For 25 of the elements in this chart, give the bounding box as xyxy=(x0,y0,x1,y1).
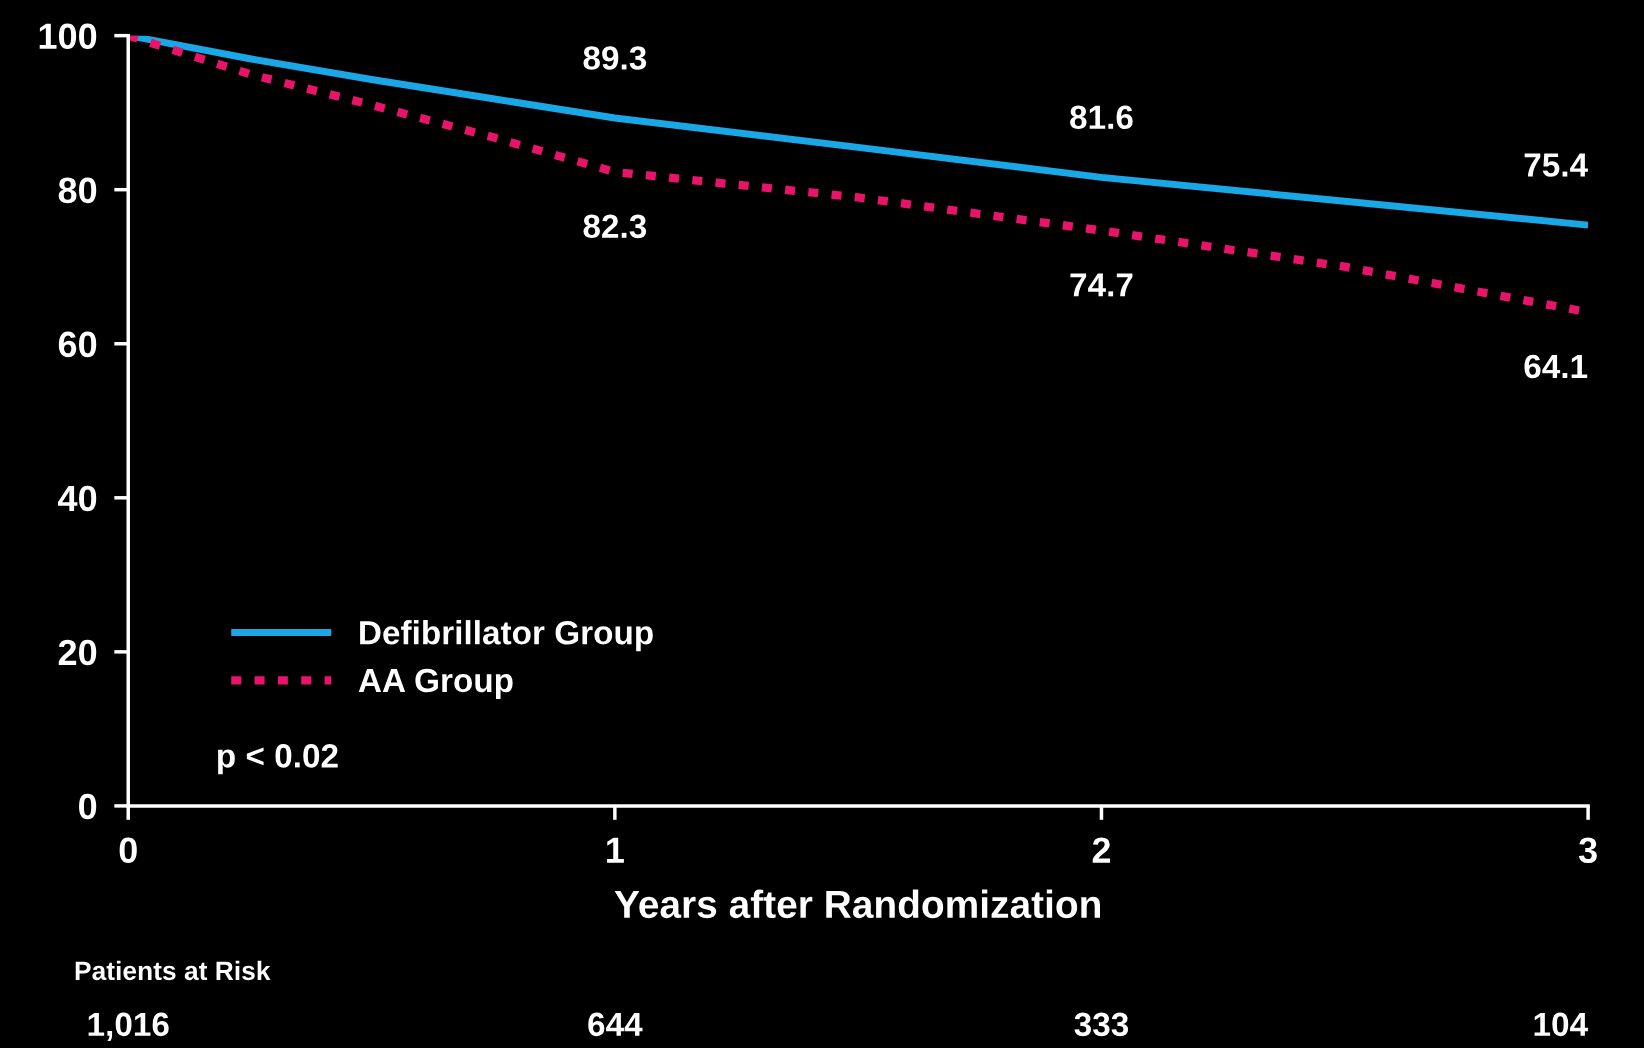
text: Patients at Risk xyxy=(75,960,271,981)
x-axis-title: Years after Randomization xyxy=(614,889,1100,919)
legend-label: Defibrillator Group xyxy=(360,620,653,652)
data-label: 89.3 xyxy=(583,46,647,70)
x-tick-label: 1 xyxy=(607,837,624,863)
text: 644 xyxy=(588,1012,643,1037)
y-tick-label: 80 xyxy=(58,177,97,204)
text: 333 xyxy=(1074,1012,1129,1037)
y-tick-label: 40 xyxy=(58,485,97,512)
y-tick-label: 60 xyxy=(58,331,97,358)
data-label: 82.3 xyxy=(583,214,647,239)
x-tick-label: 3 xyxy=(1578,837,1597,864)
data-label: 64.1 xyxy=(1524,354,1588,379)
legend-label: AA Group xyxy=(358,668,513,699)
data-label: 75.4 xyxy=(1524,153,1588,177)
text: 104 xyxy=(1534,1012,1588,1037)
x-tick-label: 0 xyxy=(119,837,137,863)
data-label: 74.7 xyxy=(1070,273,1133,297)
x-tick-label: 2 xyxy=(1092,837,1111,863)
y-tick-label: 100 xyxy=(39,23,97,50)
data-label: 81.6 xyxy=(1070,105,1133,130)
annotation: p < 0.02 xyxy=(218,744,338,775)
text: 1,016 xyxy=(88,1012,169,1041)
y-tick-label: 20 xyxy=(58,639,97,666)
y-tick-label: 0 xyxy=(79,793,97,820)
